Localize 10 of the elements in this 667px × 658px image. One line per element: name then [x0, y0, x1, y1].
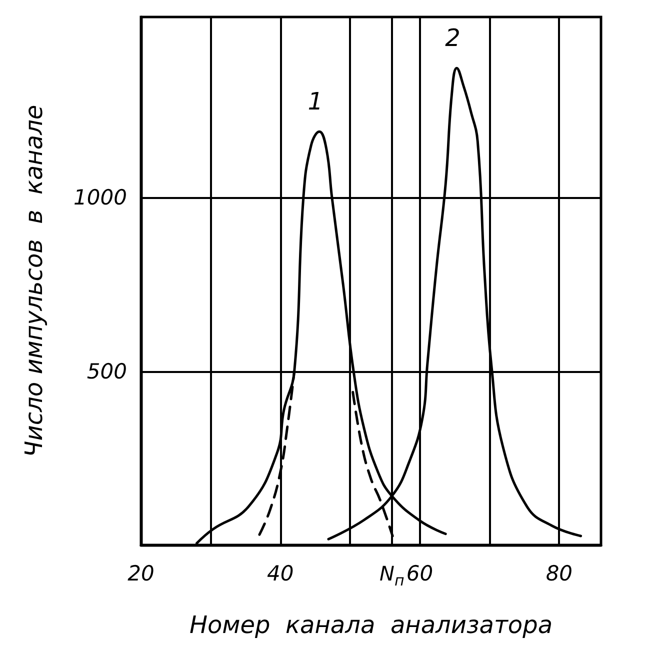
- y-tick-label: 1000: [74, 186, 127, 210]
- y-axis-title: Число импульсов в канале: [20, 104, 48, 458]
- annotation: 1: [308, 88, 324, 116]
- x-tick-label: 60: [406, 562, 434, 586]
- x-axis-title: Номер канала анализатора: [189, 611, 553, 639]
- x-tick-label: 20: [128, 562, 154, 586]
- annotation: 2: [445, 24, 460, 52]
- x-tick-label: 80: [546, 562, 573, 586]
- x-tick-label: 40: [267, 562, 294, 586]
- y-tick-label: 500: [86, 359, 127, 384]
